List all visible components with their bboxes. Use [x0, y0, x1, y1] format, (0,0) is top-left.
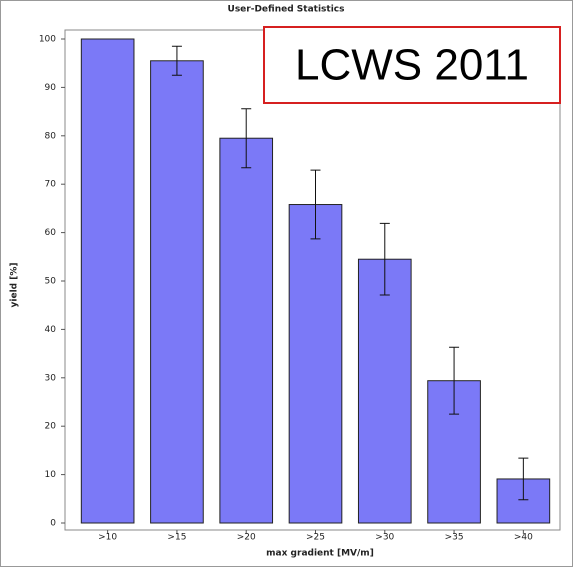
- x-axis-label: max gradient [MV/m]: [266, 549, 374, 559]
- x-tick-label: >40: [514, 533, 533, 543]
- y-tick-label: 70: [45, 180, 57, 190]
- x-tick-label: >10: [98, 533, 117, 543]
- y-tick-label: 50: [45, 277, 57, 287]
- y-tick-label: 0: [50, 519, 56, 529]
- bar: [219, 137, 274, 524]
- error-bar: [310, 169, 321, 240]
- x-tick-label: >25: [306, 533, 325, 543]
- bar: [357, 258, 412, 524]
- annotation-box: [263, 26, 561, 104]
- x-tick-label: >30: [375, 533, 394, 543]
- annotation: LCWS 2011: [295, 41, 529, 90]
- y-tick-label: 40: [45, 325, 57, 335]
- error-bar: [241, 108, 252, 169]
- error-bar: [518, 457, 529, 501]
- y-tick-label: 20: [45, 422, 57, 432]
- y-tick-label: 100: [39, 35, 56, 45]
- bar: [80, 38, 135, 524]
- x-tick-label: >35: [445, 533, 464, 543]
- error-bar: [171, 45, 182, 76]
- y-tick-label: 10: [45, 470, 57, 480]
- error-bar: [379, 222, 390, 296]
- bar: [288, 204, 343, 524]
- x-tick-label: >15: [167, 533, 186, 543]
- y-tick-label: 30: [45, 373, 57, 383]
- x-tick-label: >20: [237, 533, 256, 543]
- chart-title: User-Defined Statistics: [228, 5, 345, 15]
- error-bar: [449, 346, 460, 415]
- y-axis-label: yield [%]: [10, 263, 20, 308]
- bar: [150, 60, 204, 524]
- y-tick-label: 80: [45, 131, 57, 141]
- y-tick-label: 60: [45, 228, 57, 238]
- y-tick-label: 90: [45, 83, 57, 93]
